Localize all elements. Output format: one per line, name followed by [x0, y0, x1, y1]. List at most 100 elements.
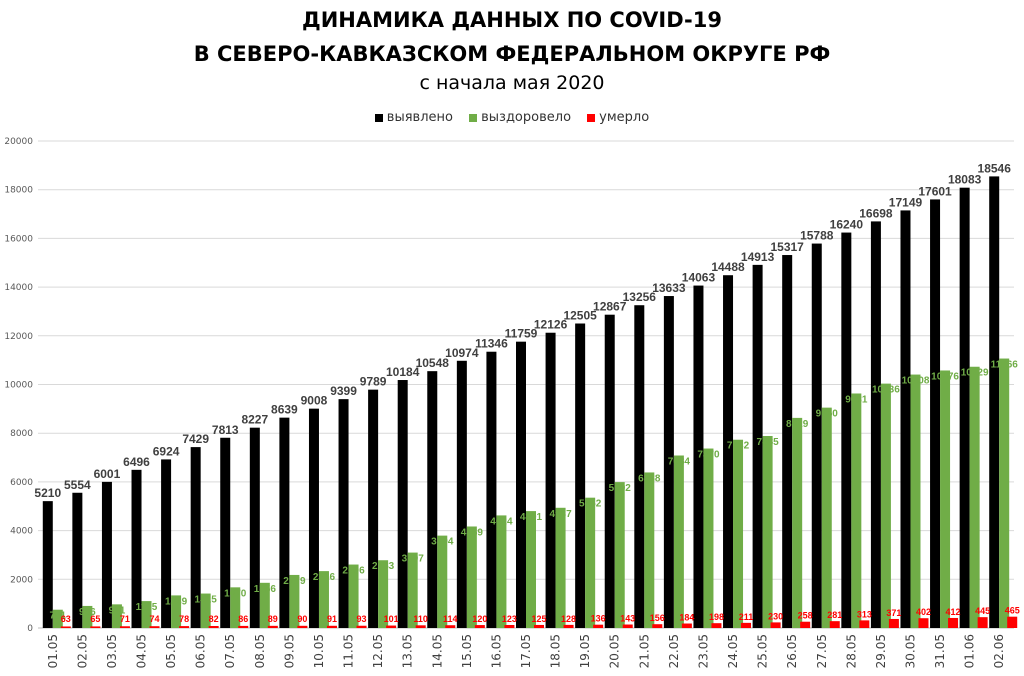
- bar-recovered: [378, 560, 389, 628]
- bar-detected: [427, 371, 438, 628]
- data-label-detected: 18083: [948, 173, 982, 187]
- bar-detected: [811, 243, 822, 628]
- bar-recovered: [614, 482, 625, 628]
- bar-recovered: [407, 552, 418, 628]
- bar-detected: [634, 305, 645, 628]
- bar-deaths: [504, 625, 515, 628]
- data-label-deaths: 465: [1005, 606, 1020, 616]
- bar-deaths: [918, 618, 929, 628]
- x-tick-label: 11.05: [342, 634, 356, 668]
- bar-detected: [663, 296, 674, 628]
- bar-detected: [959, 187, 970, 628]
- data-label-deaths: 90: [297, 614, 307, 624]
- data-label-recovered: 7084: [668, 457, 691, 468]
- data-label-deaths: 123: [502, 614, 517, 624]
- data-label-detected: 7813: [212, 423, 239, 437]
- y-tick-label: 8000: [10, 429, 33, 439]
- data-label-recovered: 1339: [165, 596, 188, 607]
- x-tick-label: 27.05: [815, 634, 829, 668]
- bar-deaths: [386, 625, 397, 628]
- data-label-recovered: 6388: [638, 473, 661, 484]
- data-label-recovered: 7732: [727, 441, 750, 452]
- x-tick-label: 17.05: [519, 634, 533, 668]
- bar-detected: [841, 232, 852, 628]
- data-label-recovered: 906: [79, 607, 96, 618]
- data-label-recovered: 4169: [461, 527, 484, 538]
- bar-deaths: [652, 624, 663, 628]
- data-label-detected: 6924: [153, 444, 180, 458]
- x-tick-label: 31.05: [933, 634, 947, 668]
- bar-recovered: [969, 366, 980, 628]
- data-label-deaths: 63: [61, 614, 71, 624]
- x-tick-label: 13.05: [401, 634, 415, 668]
- bar-deaths: [90, 626, 101, 628]
- bar-recovered: [555, 507, 566, 628]
- bar-deaths: [297, 625, 308, 628]
- bar-recovered: [821, 407, 832, 628]
- bar-detected: [368, 389, 379, 628]
- bar-recovered: [526, 511, 536, 628]
- bar-deaths: [60, 626, 71, 628]
- data-label-detected: 12867: [593, 300, 627, 314]
- bar-deaths: [593, 624, 604, 628]
- bar-recovered: [851, 393, 862, 628]
- bar-detected: [397, 380, 408, 628]
- x-tick-label: 08.05: [253, 634, 267, 668]
- chart-title-line-2: В СЕВЕРО-КАВКАЗСКОМ ФЕДЕРАЛЬНОМ ОКРУГЕ Р…: [193, 42, 831, 66]
- bar-recovered: [289, 574, 300, 628]
- data-label-recovered: 10729: [961, 368, 989, 379]
- x-tick-label: 15.05: [460, 634, 474, 668]
- data-label-recovered: 1670: [224, 588, 247, 599]
- x-tick-label: 01.06: [963, 634, 977, 668]
- bar-recovered: [466, 526, 477, 628]
- bar-detected: [456, 360, 467, 628]
- x-tick-label: 20.05: [608, 634, 622, 668]
- bar-recovered: [496, 515, 507, 628]
- data-label-recovered: 3097: [402, 554, 425, 565]
- bar-detected: [752, 264, 763, 628]
- data-label-recovered: 2336: [313, 572, 336, 583]
- x-tick-label: 19.05: [578, 634, 592, 668]
- bar-detected: [338, 399, 349, 628]
- data-label-recovered: 4624: [490, 516, 513, 527]
- data-label-recovered: 2606: [342, 566, 365, 577]
- bar-recovered: [259, 582, 270, 628]
- data-label-deaths: 156: [650, 613, 665, 623]
- x-tick-label: 01.05: [46, 634, 60, 668]
- data-label-deaths: 71: [120, 614, 130, 624]
- bar-detected: [516, 341, 526, 628]
- bar-detected: [900, 210, 911, 628]
- data-label-detected: 17149: [889, 195, 923, 209]
- legend-item-deaths: умерло: [587, 110, 649, 125]
- data-label-detected: 15788: [800, 229, 834, 243]
- bar-recovered: [200, 593, 211, 628]
- data-label-recovered: 751: [49, 611, 66, 622]
- bar-detected: [604, 314, 615, 628]
- data-label-detected: 6496: [123, 455, 150, 469]
- bar-recovered: [230, 587, 241, 628]
- bar-detected: [989, 176, 1000, 628]
- x-tick-label: 05.05: [164, 634, 178, 668]
- x-tick-label: 30.05: [903, 634, 917, 668]
- bar-detected: [870, 221, 881, 629]
- data-label-deaths: 78: [179, 614, 189, 624]
- data-label-detected: 12505: [563, 309, 597, 323]
- data-label-recovered: 7370: [697, 450, 720, 461]
- data-label-recovered: 5992: [609, 483, 632, 494]
- bar-deaths: [888, 618, 899, 628]
- data-label-recovered: 3794: [431, 537, 454, 548]
- bar-deaths: [711, 623, 722, 628]
- data-label-deaths: 89: [268, 614, 278, 624]
- data-label-deaths: 198: [709, 612, 724, 622]
- data-label-detected: 16240: [830, 218, 864, 232]
- data-label-detected: 8639: [271, 403, 298, 417]
- data-label-deaths: 91: [327, 614, 337, 624]
- bar-deaths: [267, 625, 278, 628]
- data-label-deaths: 412: [946, 607, 961, 617]
- bar-recovered: [82, 605, 93, 628]
- data-label-deaths: 184: [679, 613, 694, 623]
- data-label-deaths: 65: [90, 614, 100, 624]
- x-tick-label: 16.05: [489, 634, 503, 668]
- legend-label-detected: выявлено: [386, 110, 453, 125]
